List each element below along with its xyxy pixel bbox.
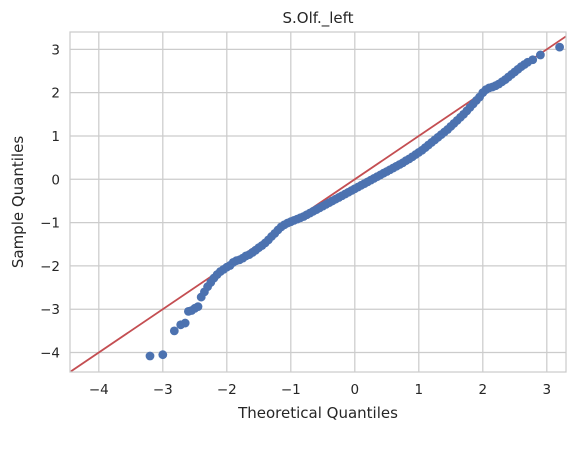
y-tick-label: −2 bbox=[40, 259, 60, 275]
chart-title: S.Olf._left bbox=[282, 9, 353, 28]
data-point bbox=[169, 326, 179, 336]
x-axis-label: Theoretical Quantiles bbox=[237, 404, 398, 422]
data-point bbox=[193, 302, 203, 311]
data-point bbox=[528, 55, 538, 65]
plot-frame bbox=[69, 31, 567, 373]
y-axis-label: Sample Quantiles bbox=[9, 136, 27, 268]
y-tick-labels: −4 −3 −2 −1 0 1 2 3 bbox=[40, 42, 60, 361]
x-tick-labels: −4 −3 −2 −1 0 1 2 3 bbox=[89, 382, 551, 398]
y-tick-label: 3 bbox=[51, 42, 60, 58]
y-tick-label: −3 bbox=[40, 302, 60, 318]
data-point bbox=[180, 318, 190, 328]
data-point bbox=[555, 42, 564, 52]
y-tick-label: 2 bbox=[51, 86, 60, 102]
data-point bbox=[536, 50, 545, 60]
data-point bbox=[158, 350, 168, 360]
x-tick-label: −1 bbox=[281, 382, 301, 398]
y-tick-label: 0 bbox=[51, 172, 60, 188]
y-tick-label: 1 bbox=[51, 129, 60, 145]
x-tick-label: 2 bbox=[479, 382, 488, 398]
y-tick-label: −4 bbox=[40, 346, 60, 362]
data-point bbox=[145, 351, 155, 361]
x-tick-label: 0 bbox=[351, 382, 360, 398]
x-tick-label: −2 bbox=[217, 382, 237, 398]
x-tick-label: 1 bbox=[415, 382, 424, 398]
data-points bbox=[145, 42, 564, 361]
y-tick-label: −1 bbox=[40, 216, 60, 232]
grid-lines bbox=[70, 32, 566, 372]
x-tick-label: −3 bbox=[153, 382, 173, 398]
x-tick-label: −4 bbox=[89, 382, 109, 398]
x-tick-label: 3 bbox=[543, 382, 552, 398]
